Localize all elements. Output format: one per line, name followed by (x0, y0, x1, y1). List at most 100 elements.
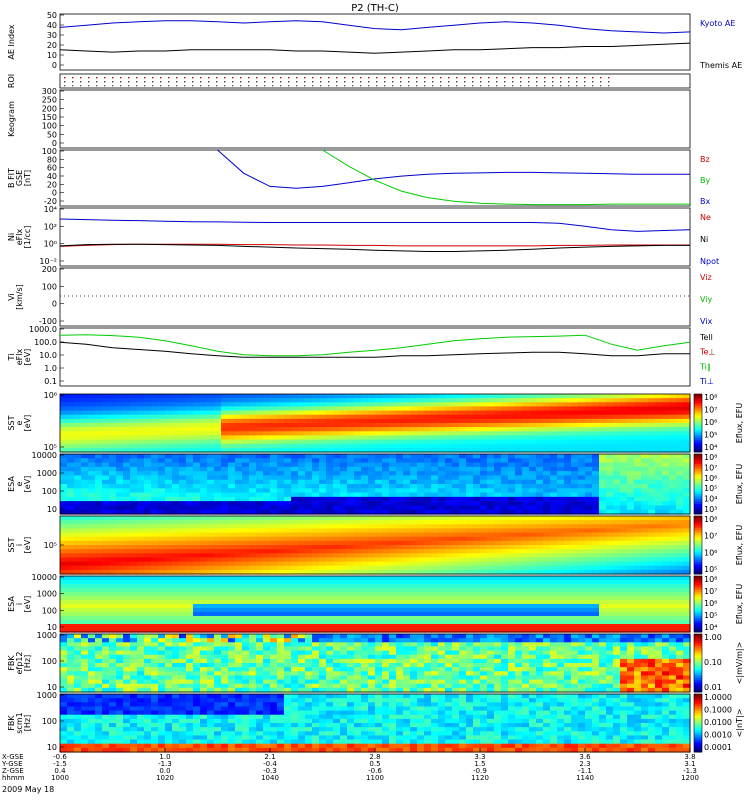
spectrogram-cell (536, 475, 544, 480)
roi-dot (336, 85, 337, 86)
roi-dot (264, 77, 265, 78)
spectrogram-cell (74, 454, 82, 459)
spectrogram-cell (452, 505, 460, 510)
spectrogram-cell (284, 520, 292, 525)
spectrogram-cell (550, 394, 558, 399)
spectrogram-cell (683, 501, 691, 506)
spectrogram-cell (445, 584, 453, 589)
spectrogram-cell (193, 402, 201, 407)
spectrogram-cell (158, 423, 166, 428)
spectrogram-cell (620, 553, 628, 558)
spectrogram-cell (242, 471, 250, 476)
spectrogram-cell (172, 402, 180, 407)
spectrogram-cell (438, 537, 446, 542)
spectrogram-cell (270, 557, 278, 562)
spectrogram-cell (403, 497, 411, 502)
spectrogram-cell (102, 444, 110, 449)
spectrogram-cell (221, 520, 229, 525)
spectrogram-cell (613, 545, 621, 550)
spectrogram-cell (74, 533, 82, 538)
spectrogram-cell (95, 520, 103, 525)
spectrogram-cell (284, 616, 292, 621)
spectrogram-cell (270, 501, 278, 506)
spectrogram-cell (354, 415, 362, 420)
spectrogram-cell (60, 419, 68, 424)
spectrogram-cell (130, 524, 138, 529)
spectrogram-cell (221, 592, 229, 597)
spectrogram-cell (270, 516, 278, 521)
spectrogram-cell (424, 505, 432, 510)
y-axis-label: [eV] (23, 349, 32, 366)
spectrogram-cell (501, 415, 509, 420)
spectrogram-cell (669, 423, 677, 428)
spectrogram-cell (193, 505, 201, 510)
spectrogram-cell (340, 415, 348, 420)
spectrogram-cell (123, 541, 131, 546)
spectrogram-cell (403, 423, 411, 428)
spectrogram-cell (424, 493, 432, 498)
spectrogram-cell (375, 541, 383, 546)
spectrogram-cell (515, 562, 523, 567)
roi-dot (512, 85, 513, 86)
spectrogram-cell (256, 541, 264, 546)
spectrogram-cell (354, 411, 362, 416)
spectrogram-cell (403, 505, 411, 510)
spectrogram-cell (179, 588, 187, 593)
spectrogram-cell (522, 520, 530, 525)
spectrogram-cell (228, 600, 236, 605)
spectrogram-cell (536, 497, 544, 502)
spectrogram-cell (214, 520, 222, 525)
roi-dot (344, 77, 345, 78)
spectrogram-cell (466, 427, 474, 432)
spectrogram-cell (151, 467, 159, 472)
spectrogram-cell (256, 458, 264, 463)
spectrogram-cell (214, 501, 222, 506)
spectrogram-cell (291, 580, 299, 585)
spectrogram-cell (494, 475, 502, 480)
spectrogram-cell (662, 427, 670, 432)
spectrogram-cell (368, 616, 376, 621)
spectrogram-cell (165, 440, 173, 445)
spectrogram-cell (151, 394, 159, 399)
spectrogram-cell (312, 545, 320, 550)
spectrogram-cell (368, 402, 376, 407)
spectrogram-cell (347, 475, 355, 480)
spectrogram-cell (438, 402, 446, 407)
spectrogram-cell (536, 411, 544, 416)
spectrogram-cell (662, 537, 670, 542)
spectrogram-cell (123, 584, 131, 589)
roi-dot (224, 81, 225, 82)
spectrogram-cell (620, 533, 628, 538)
roi-dot (160, 85, 161, 86)
spectrogram-cell (634, 419, 642, 424)
spectrogram-cell (60, 553, 68, 558)
spectrogram-cell (172, 537, 180, 542)
spectrogram-cell (256, 604, 264, 609)
spectrogram-cell (375, 394, 383, 399)
spectrogram-cell (550, 458, 558, 463)
spectrogram-cell (305, 584, 313, 589)
spectrogram-cell (606, 528, 614, 533)
spectrogram-cell (445, 454, 453, 459)
spectrogram-cell (417, 580, 425, 585)
spectrogram-cell (158, 604, 166, 609)
spectrogram-cell (382, 505, 390, 510)
spectrogram-cell (263, 616, 271, 621)
spectrogram-cell (109, 624, 117, 629)
spectrogram-cell (319, 431, 327, 436)
spectrogram-cell (172, 612, 180, 617)
spectrogram-cell (186, 566, 194, 571)
y-axis-label: Keogram (7, 101, 16, 137)
spectrogram-cell (158, 524, 166, 529)
spectrogram-cell (326, 415, 334, 420)
spectrogram-cell (417, 454, 425, 459)
spectrogram-cell (410, 493, 418, 498)
roi-dot (568, 85, 569, 86)
spectrogram-cell (305, 454, 313, 459)
spectrogram-cell (305, 588, 313, 593)
spectrogram-cell (515, 528, 523, 533)
spectrogram-cell (95, 444, 103, 449)
spectrogram-cell (368, 493, 376, 498)
spectrogram-cell (109, 588, 117, 593)
spectrogram-cell (81, 505, 89, 510)
